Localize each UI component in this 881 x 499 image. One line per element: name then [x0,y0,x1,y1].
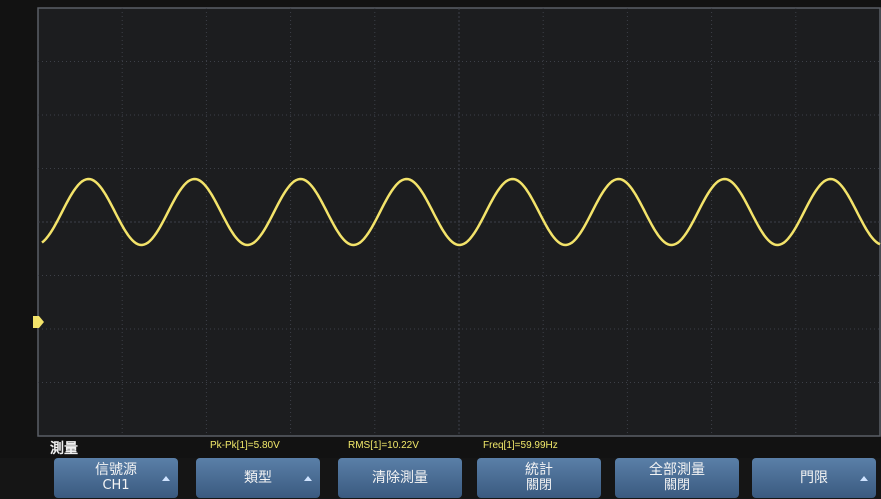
menu-title: 測量 [50,438,78,458]
softkey-label: 統計 [477,462,601,478]
softkey-value: 關閉 [615,478,739,494]
softkey[interactable]: 統計關閉 [477,458,601,498]
scope-screen [0,0,881,458]
softkey-arrow [860,476,868,481]
readout: RMS[1]=10.22V [348,440,419,451]
softkey-arrow [304,476,312,481]
softkey-label: 清除測量 [338,470,462,486]
softkey[interactable]: 清除測量 [338,458,462,498]
softkey[interactable]: 類型 [196,458,320,498]
readout: Freq[1]=59.99Hz [483,440,558,451]
softkey-value: CH1 [54,478,178,494]
readout: Pk-Pk[1]=5.80V [210,440,280,451]
softkey-value: 關閉 [477,478,601,494]
softkey-label: 全部測量 [615,462,739,478]
softkey[interactable]: 全部測量關閉 [615,458,739,498]
softkey-label: 門限 [752,470,876,486]
page: 測量 Pk-Pk[1]=5.80V RMS[1]=10.22V Freq[1]=59… [0,0,881,499]
softkey-label: 類型 [196,470,320,486]
softkey-label: 信號源 [54,462,178,478]
softkey-arrow [162,476,170,481]
softkey[interactable]: 門限 [752,458,876,498]
